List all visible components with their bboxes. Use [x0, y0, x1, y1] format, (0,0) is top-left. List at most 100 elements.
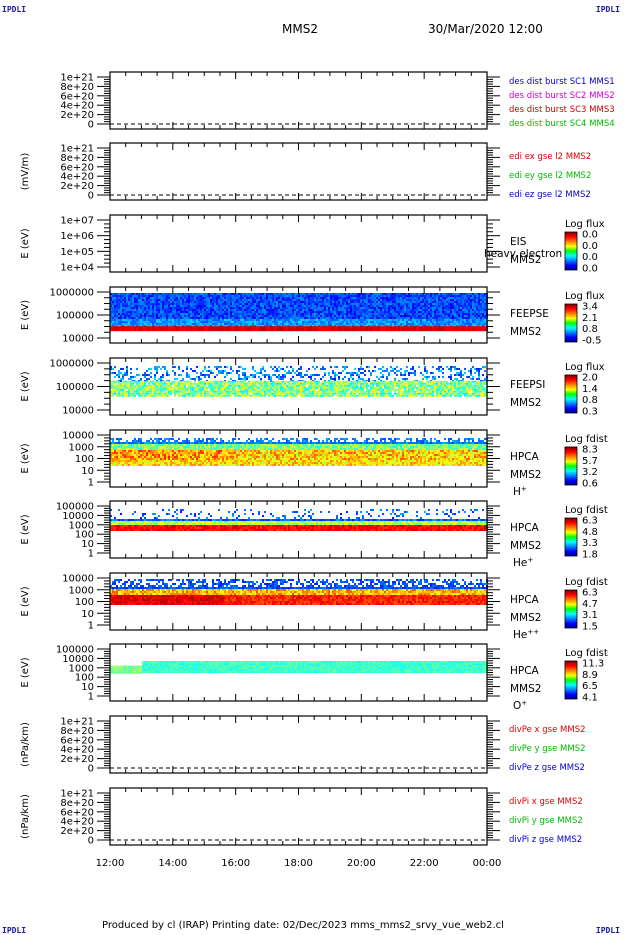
heatmap-cell [416, 307, 418, 309]
heatmap-cell [158, 297, 160, 299]
heatmap-cell [284, 319, 286, 321]
heatmap-cell [128, 297, 130, 299]
heatmap-cell [362, 326, 364, 331]
heatmap-cell [476, 299, 478, 301]
heatmap-cell [278, 381, 280, 383]
heatmap-cell [234, 317, 236, 319]
heatmap-cell [254, 319, 256, 321]
heatmap-cell [420, 303, 422, 305]
heatmap-cell [214, 383, 216, 385]
heatmap-cell [158, 383, 160, 385]
heatmap-cell [420, 293, 422, 295]
heatmap-cell [428, 313, 430, 315]
heatmap-cell [414, 323, 416, 325]
heatmap-cell [206, 313, 208, 315]
heatmap-cell [270, 305, 272, 307]
heatmap-cell [336, 326, 338, 331]
heatmap-cell [124, 307, 126, 309]
heatmap-cell [122, 326, 124, 331]
heatmap-cell [372, 307, 374, 309]
heatmap-cell [284, 321, 286, 323]
heatmap-cell [428, 326, 430, 331]
heatmap-cell [122, 395, 124, 397]
heatmap-cell [180, 293, 182, 295]
heatmap-cell [144, 393, 146, 395]
heatmap-cell [282, 391, 284, 393]
heatmap-cell [324, 395, 326, 397]
heatmap-cell [454, 297, 456, 299]
heatmap-cell [144, 395, 146, 397]
heatmap-cell [144, 381, 146, 383]
heatmap-cell [252, 307, 254, 309]
heatmap-cell [334, 376, 336, 378]
heatmap-cell [128, 321, 130, 323]
heatmap-cell [276, 326, 278, 331]
heatmap-cell [388, 313, 390, 315]
heatmap-cell [130, 389, 132, 391]
heatmap-cell [140, 311, 142, 313]
heatmap-cell [308, 317, 310, 319]
heatmap-cell [170, 301, 172, 303]
heatmap-cell [294, 323, 296, 325]
heatmap-cell [198, 391, 200, 393]
heatmap-cell [160, 387, 162, 389]
heatmap-cell [304, 321, 306, 323]
heatmap-cell [248, 376, 250, 378]
heatmap-cell [316, 366, 318, 368]
heatmap-cell [338, 389, 340, 391]
heatmap-cell [164, 387, 166, 389]
heatmap-cell [308, 326, 310, 331]
heatmap-cell [326, 307, 328, 309]
heatmap-cell [338, 317, 340, 319]
heatmap-cell [380, 293, 382, 295]
heatmap-cell [364, 326, 366, 331]
heatmap-cell [370, 311, 372, 313]
heatmap-cell [222, 305, 224, 307]
heatmap-cell [296, 383, 298, 385]
heatmap-cell [338, 378, 340, 380]
heatmap-cell [274, 321, 276, 323]
heatmap-cell [220, 372, 222, 374]
heatmap-cell [470, 303, 472, 305]
heatmap-cell [312, 311, 314, 313]
heatmap-cell [244, 381, 246, 383]
heatmap-cell [394, 326, 396, 331]
heatmap-cell [302, 293, 304, 295]
heatmap-cell [274, 326, 276, 331]
heatmap-cell [390, 307, 392, 309]
heatmap-cell [142, 374, 144, 376]
heatmap-cell [310, 326, 312, 331]
heatmap-cell [202, 393, 204, 395]
heatmap-cell [148, 293, 150, 295]
heatmap-cell [176, 383, 178, 385]
colorbar [565, 304, 577, 342]
heatmap-cell [366, 323, 368, 325]
heatmap-cell [138, 313, 140, 315]
heatmap-cell [126, 315, 128, 317]
heatmap-cell [306, 309, 308, 311]
heatmap-cell [222, 315, 224, 317]
heatmap-cell [326, 319, 328, 321]
heatmap-cell [278, 391, 280, 393]
heatmap-cell [418, 313, 420, 315]
heatmap-cell [336, 395, 338, 397]
heatmap-cell [150, 368, 152, 370]
heatmap-cell [148, 313, 150, 315]
heatmap-cell [180, 323, 182, 325]
heatmap-cell [184, 297, 186, 299]
heatmap-cell [256, 389, 258, 391]
heatmap-cell [418, 295, 420, 297]
heatmap-cell [298, 297, 300, 299]
heatmap-cell [188, 295, 190, 297]
heatmap-cell [480, 326, 482, 331]
heatmap-cell [190, 295, 192, 297]
heatmap-cell [192, 311, 194, 313]
heatmap-cell [232, 301, 234, 303]
heatmap-cell [326, 297, 328, 299]
heatmap-cell [162, 376, 164, 378]
heatmap-cell [188, 376, 190, 378]
heatmap-cell [256, 319, 258, 321]
heatmap-cell [312, 297, 314, 299]
heatmap-cell [252, 387, 254, 389]
heatmap-cell [238, 313, 240, 315]
